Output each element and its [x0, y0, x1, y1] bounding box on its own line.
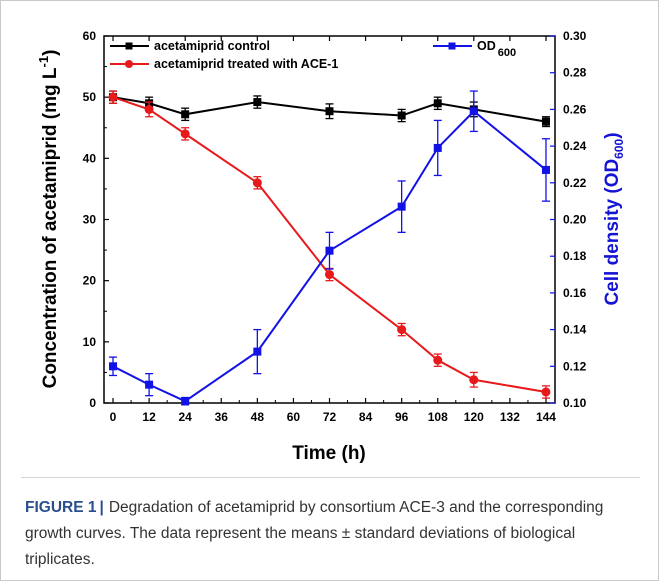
- y-left-tick-label: 30: [83, 213, 97, 227]
- y-right-tick-label: 0.10: [563, 396, 587, 410]
- data-point-od: [325, 246, 334, 255]
- x-tick-label: 144: [536, 410, 556, 424]
- x-tick-label: 108: [428, 410, 448, 424]
- data-point-od: [181, 397, 190, 406]
- y-axis-title-left: Concentration of acetamiprid (mg L-1): [36, 50, 61, 389]
- x-axis-title: Time (h): [292, 443, 366, 464]
- plot-frame: [103, 35, 556, 404]
- data-point-control: [181, 110, 190, 119]
- axis-ticks: 0 12 24 36 48 60 72 84 96 108 120 132 144 0 10 20 30 40 50…: [83, 29, 587, 424]
- figure-caption: FIGURE 1 | Degradation of acetamiprid by c…: [25, 495, 640, 573]
- data-point-control: [397, 111, 406, 120]
- data-point-od: [397, 202, 406, 211]
- legend-label-treated: acetamiprid treated with ACE-1: [154, 57, 338, 71]
- x-tick-label: 60: [287, 410, 301, 424]
- x-tick-label: 48: [251, 410, 265, 424]
- x-tick-label: 24: [179, 410, 193, 424]
- chart: 0 12 24 36 48 60 72 84 96 108 120 132 144 0 10 20 30 40 50…: [36, 29, 626, 464]
- legend-label-od: OD 600: [477, 39, 516, 59]
- data-point-treated: [397, 325, 407, 335]
- caption-separator: [21, 477, 640, 478]
- data-point-treated: [325, 270, 334, 280]
- data-point-treated: [541, 387, 551, 397]
- x-tick-label: 12: [142, 410, 156, 424]
- x-tick-label: 120: [464, 410, 484, 424]
- data-point-od: [253, 347, 262, 356]
- y-left-tick-label: 10: [83, 335, 97, 349]
- data-point-treated: [433, 355, 443, 365]
- series-layer: [108, 90, 551, 406]
- data-point-od: [469, 107, 478, 116]
- x-tick-label: 84: [359, 410, 373, 424]
- y-right-tick-label: 0.14: [563, 323, 587, 337]
- x-tick-label: 36: [215, 410, 229, 424]
- data-point-control: [433, 99, 442, 108]
- y-right-tick-label: 0.16: [563, 286, 587, 300]
- y-left-tick-label: 60: [83, 29, 97, 43]
- data-point-control: [325, 107, 334, 116]
- y-axis-title-right: Cell density (OD600): [602, 132, 626, 305]
- x-tick-label: 132: [500, 410, 520, 424]
- data-point-treated: [108, 92, 118, 102]
- data-point-od: [145, 380, 154, 389]
- legend: acetamiprid control acetamiprid treated …: [110, 39, 516, 71]
- x-tick-label: 72: [323, 410, 337, 424]
- legend-label-control: acetamiprid control: [154, 39, 270, 53]
- y-left-tick-label: 40: [83, 151, 97, 165]
- data-point-od: [109, 362, 118, 371]
- x-tick-label: 96: [395, 410, 409, 424]
- y-left-tick-label: 20: [83, 274, 97, 288]
- legend-marker-od: [448, 42, 456, 50]
- y-right-tick-label: 0.24: [563, 139, 587, 153]
- legend-marker-control: [125, 42, 133, 50]
- y-right-tick-label: 0.20: [563, 213, 587, 227]
- data-point-od: [541, 165, 550, 174]
- data-point-control: [253, 98, 262, 107]
- caption-text: Degradation of acetamiprid by consortium…: [25, 499, 604, 568]
- caption-label: FIGURE 1: [25, 499, 97, 516]
- data-point-control: [541, 117, 550, 126]
- data-point-od: [433, 143, 442, 152]
- y-left-tick-label: 0: [89, 396, 96, 410]
- data-point-treated: [252, 178, 262, 188]
- y-right-tick-label: 0.26: [563, 102, 587, 116]
- y-right-tick-label: 0.18: [563, 249, 587, 263]
- y-right-tick-label: 0.22: [563, 176, 587, 190]
- data-point-treated: [469, 375, 479, 385]
- y-right-tick-label: 0.28: [563, 66, 587, 80]
- y-right-tick-label: 0.12: [563, 359, 587, 373]
- legend-marker-treated: [125, 60, 133, 68]
- x-tick-label: 0: [110, 410, 117, 424]
- data-point-treated: [144, 104, 154, 114]
- y-right-tick-label: 0.30: [563, 29, 587, 43]
- data-point-treated: [180, 129, 190, 139]
- caption-separator-bar: |: [99, 499, 104, 516]
- y-left-tick-label: 50: [83, 90, 97, 104]
